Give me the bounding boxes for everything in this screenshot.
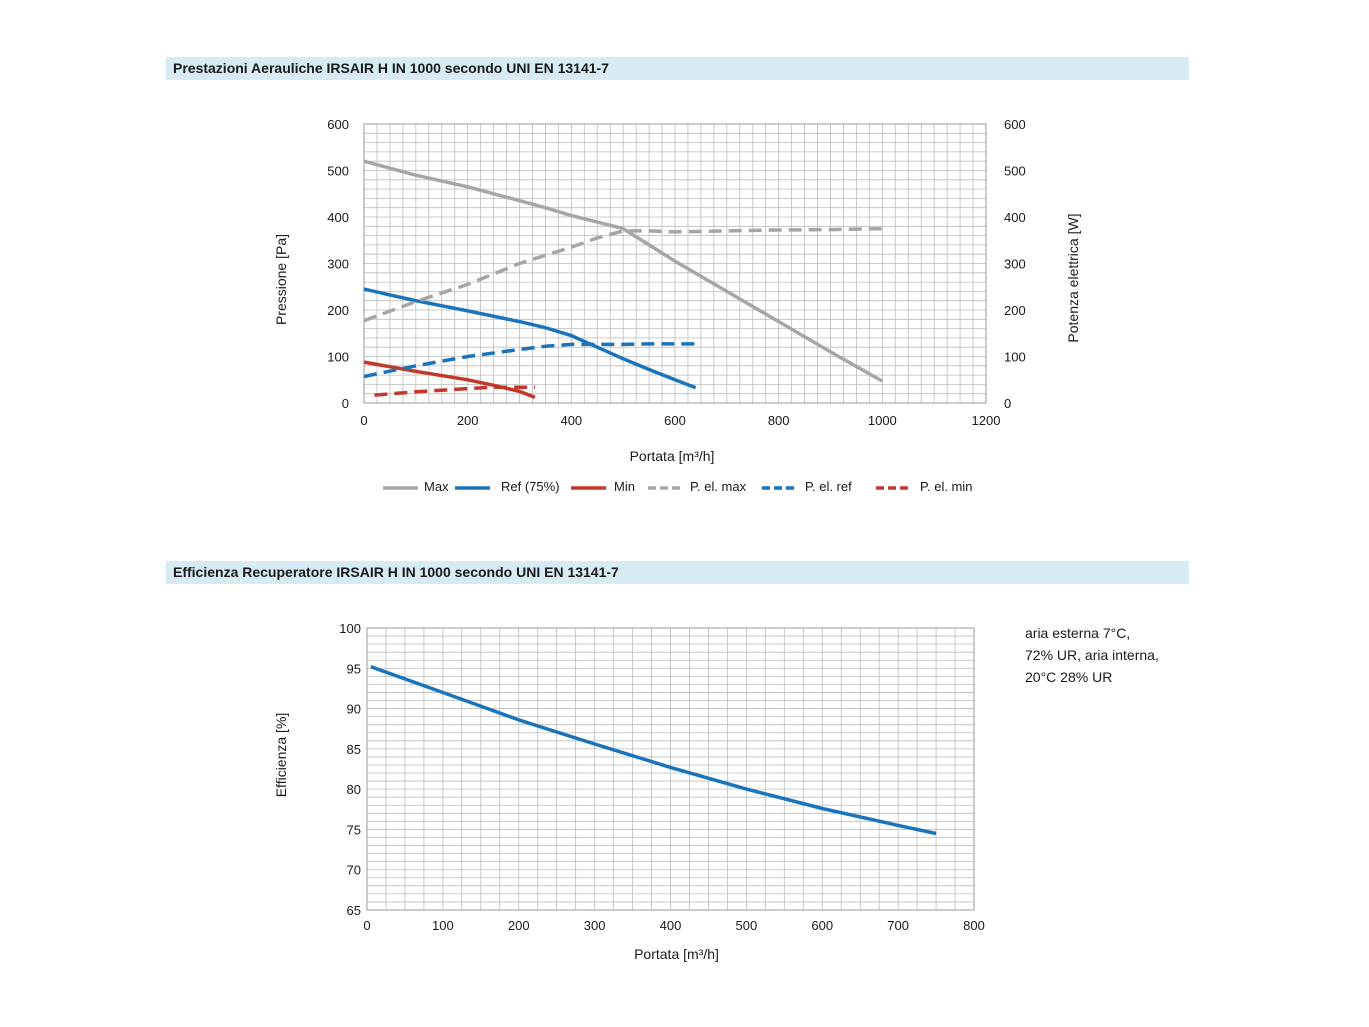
x-tick-label: 700 — [887, 918, 909, 933]
y2-tick-label: 600 — [1004, 117, 1026, 132]
legend-label: P. el. max — [690, 479, 747, 494]
y-tick-label: 75 — [347, 822, 361, 837]
note-line: 72% UR, aria interna, — [1025, 647, 1159, 663]
x-tick-label: 100 — [432, 918, 454, 933]
series-line-p-el-min — [374, 385, 535, 397]
plot-frame — [366, 627, 975, 911]
x-tick-label: 200 — [508, 918, 530, 933]
series-line-max — [363, 159, 884, 383]
x-tick-label: 0 — [360, 413, 367, 428]
series-line-p-el-max — [363, 226, 888, 323]
x-tick-label: 800 — [768, 413, 790, 428]
x-tick-label: 300 — [584, 918, 606, 933]
x-tick-label: 1000 — [868, 413, 897, 428]
x-axis-title: Portata [m³/h] — [630, 448, 715, 464]
legend-label: P. el. ref — [805, 479, 852, 494]
x-tick-label: 0 — [363, 918, 370, 933]
y-tick-label: 100 — [339, 621, 361, 636]
x-tick-label: 1200 — [972, 413, 1001, 428]
y2-tick-label: 400 — [1004, 210, 1026, 225]
x-tick-label: 200 — [457, 413, 479, 428]
performance-chart: 0 200 400 600 800 1000 12000100200300400500600… — [273, 117, 1081, 494]
efficiency-section-title: Efficienza Recuperatore IRSAIR H IN 1000… — [166, 561, 1189, 584]
y2-tick-label: 100 — [1004, 350, 1026, 365]
y-axis-title: Efficienza [%] — [273, 713, 289, 798]
y-tick-label: 70 — [347, 863, 361, 878]
x-tick-label: 600 — [664, 413, 686, 428]
note-line: aria esterna 7°C, — [1025, 625, 1131, 641]
x-tick-label: 400 — [560, 413, 582, 428]
series-line-efficienza — [370, 665, 937, 836]
series-line-p-el-ref — [363, 342, 696, 379]
y-tick-label: 65 — [347, 903, 361, 918]
y-tick-label: 100 — [327, 350, 349, 365]
y-tick-label: 600 — [327, 117, 349, 132]
x-tick-label: 500 — [736, 918, 758, 933]
note-line: 20°C 28% UR — [1025, 669, 1113, 685]
y2-axis-title: Potenza elettrica [W] — [1065, 213, 1081, 342]
y2-tick-label: 200 — [1004, 303, 1026, 318]
series-line-ref-75 — [363, 287, 697, 390]
y-tick-label: 400 — [327, 210, 349, 225]
y-tick-label: 200 — [327, 303, 349, 318]
x-tick-label: 800 — [963, 918, 985, 933]
efficiency-chart: 0 100 200 300 400 500 600 700 800 65 70 75 80 85 90 95 1… — [273, 621, 985, 962]
efficiency-conditions-note: aria esterna 7°C, 72% UR, aria interna, … — [1025, 622, 1159, 688]
y-axis-title: Pressione [Pa] — [273, 234, 289, 325]
y2-tick-label: 0 — [1004, 396, 1011, 411]
y-tick-label: 0 — [342, 396, 349, 411]
plot-frame — [363, 123, 987, 404]
x-tick-label: 400 — [660, 918, 682, 933]
y-tick-label: 500 — [327, 164, 349, 179]
legend-label: Ref (75%) — [501, 479, 560, 494]
x-axis-title: Portata [m³/h] — [634, 946, 719, 962]
y-tick-label: 95 — [347, 661, 361, 676]
y2-tick-label: 500 — [1004, 164, 1026, 179]
y2-tick-label: 300 — [1004, 257, 1026, 272]
legend-label: Min — [614, 479, 635, 494]
series-line-min — [363, 360, 536, 400]
y-tick-label: 300 — [327, 257, 349, 272]
x-tick-label: 600 — [811, 918, 833, 933]
performance-section-title: Prestazioni Aerauliche IRSAIR H IN 1000 … — [166, 57, 1189, 80]
y-tick-label: 80 — [347, 782, 361, 797]
y-tick-label: 90 — [347, 702, 361, 717]
legend-label: Max — [424, 479, 449, 494]
y-tick-label: 85 — [347, 742, 361, 757]
legend-label: P. el. min — [920, 479, 973, 494]
